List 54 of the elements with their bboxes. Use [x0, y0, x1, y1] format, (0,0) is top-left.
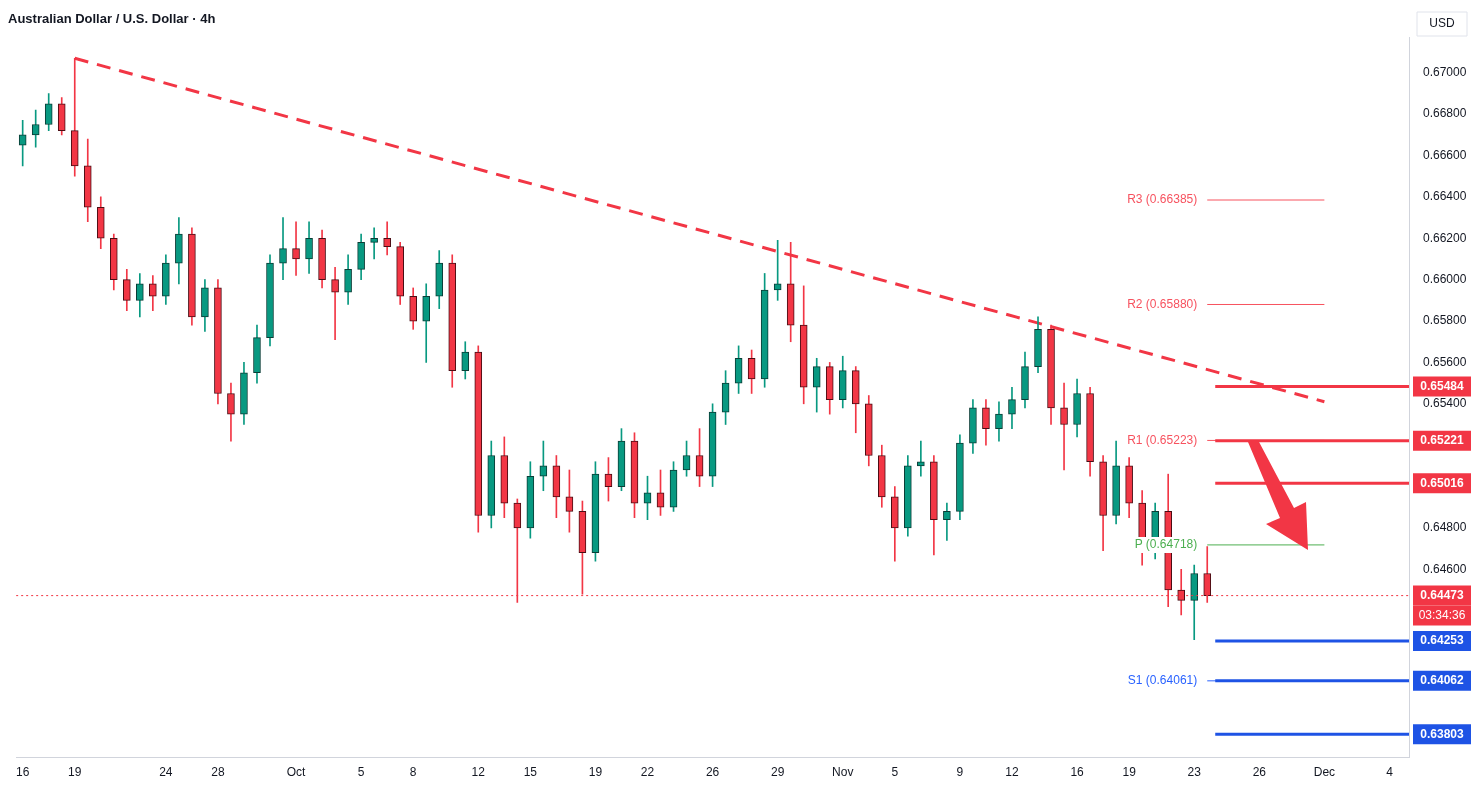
x-tick-label: 19 — [68, 765, 82, 780]
ref-line-label: 0.65016 — [1420, 475, 1465, 490]
x-tick-label: 5 — [891, 765, 899, 780]
y-tick-label: 0.66800 — [1423, 106, 1467, 121]
x-tick-label: 16 — [15, 765, 30, 780]
ref-line-label: R3 (0.66385) — [1127, 192, 1198, 207]
ref-line-label: 0.65484 — [1420, 378, 1465, 393]
y-tick-label: 0.65800 — [1423, 313, 1467, 328]
x-tick-label: 12 — [471, 765, 486, 780]
text: USD — [1429, 16, 1455, 31]
x-tick-label: 9 — [956, 765, 964, 780]
candlestick — [18, 120, 27, 167]
y-tick-label: 0.66600 — [1423, 147, 1467, 162]
ref-line-label: 0.64062 — [1420, 672, 1465, 687]
y-tick-label: 0.67000 — [1423, 65, 1467, 80]
candlestick — [292, 221, 300, 276]
y-tick-label: 0.64800 — [1423, 520, 1467, 535]
x-tick-label: Nov — [832, 765, 854, 780]
ref-line-label: 0.63803 — [1420, 726, 1465, 741]
x-tick-label: 23 — [1187, 765, 1202, 780]
ref-line-label: 0.64253 — [1420, 633, 1465, 648]
y-tick-label: 0.66000 — [1423, 271, 1467, 286]
y-tick-label: 0.66200 — [1423, 230, 1467, 245]
y-tick-label: 0.65600 — [1423, 354, 1467, 369]
y-tick-label: 0.64600 — [1423, 561, 1467, 576]
x-tick-label: Dec — [1313, 765, 1336, 780]
ref-line-label: S1 (0.64061) — [1127, 673, 1198, 688]
x-tick-label: 19 — [588, 765, 603, 780]
y-tick-label: 0.66400 — [1423, 189, 1467, 204]
chart-title: Australian Dollar / U.S. Dollar · 4h — [8, 11, 216, 27]
x-tick-label: 4 — [1386, 765, 1394, 780]
candlestick — [917, 440, 925, 477]
y-tick-label: 0.65400 — [1423, 396, 1467, 411]
x-tick-label: 12 — [1005, 765, 1019, 780]
ref-line-label: P (0.64718) — [1134, 537, 1198, 552]
x-tick-label: 8 — [409, 765, 417, 780]
x-tick-label: 24 — [159, 765, 173, 780]
x-tick-label: 15 — [523, 765, 538, 780]
x-tick-label: 19 — [1122, 765, 1137, 780]
candlestick — [943, 502, 951, 541]
ref-line-label: 0.64473 — [1420, 587, 1465, 602]
x-tick-label: 5 — [357, 765, 365, 780]
ref-line-label: R2 (0.65880) — [1127, 296, 1198, 311]
ref-line-label: R1 (0.65223) — [1127, 432, 1198, 447]
text: 03:34:36 — [1418, 607, 1466, 622]
x-tick-label: 28 — [211, 765, 225, 780]
x-tick-label: 16 — [1070, 765, 1085, 780]
x-tick-label: 26 — [705, 765, 720, 780]
x-tick-label: 29 — [770, 765, 785, 780]
candlestick — [370, 227, 378, 260]
x-tick-label: 26 — [1252, 765, 1267, 780]
ref-line-label: 0.65221 — [1420, 433, 1465, 448]
x-tick-label: Oct — [286, 765, 307, 780]
x-tick-label: 22 — [640, 765, 655, 780]
